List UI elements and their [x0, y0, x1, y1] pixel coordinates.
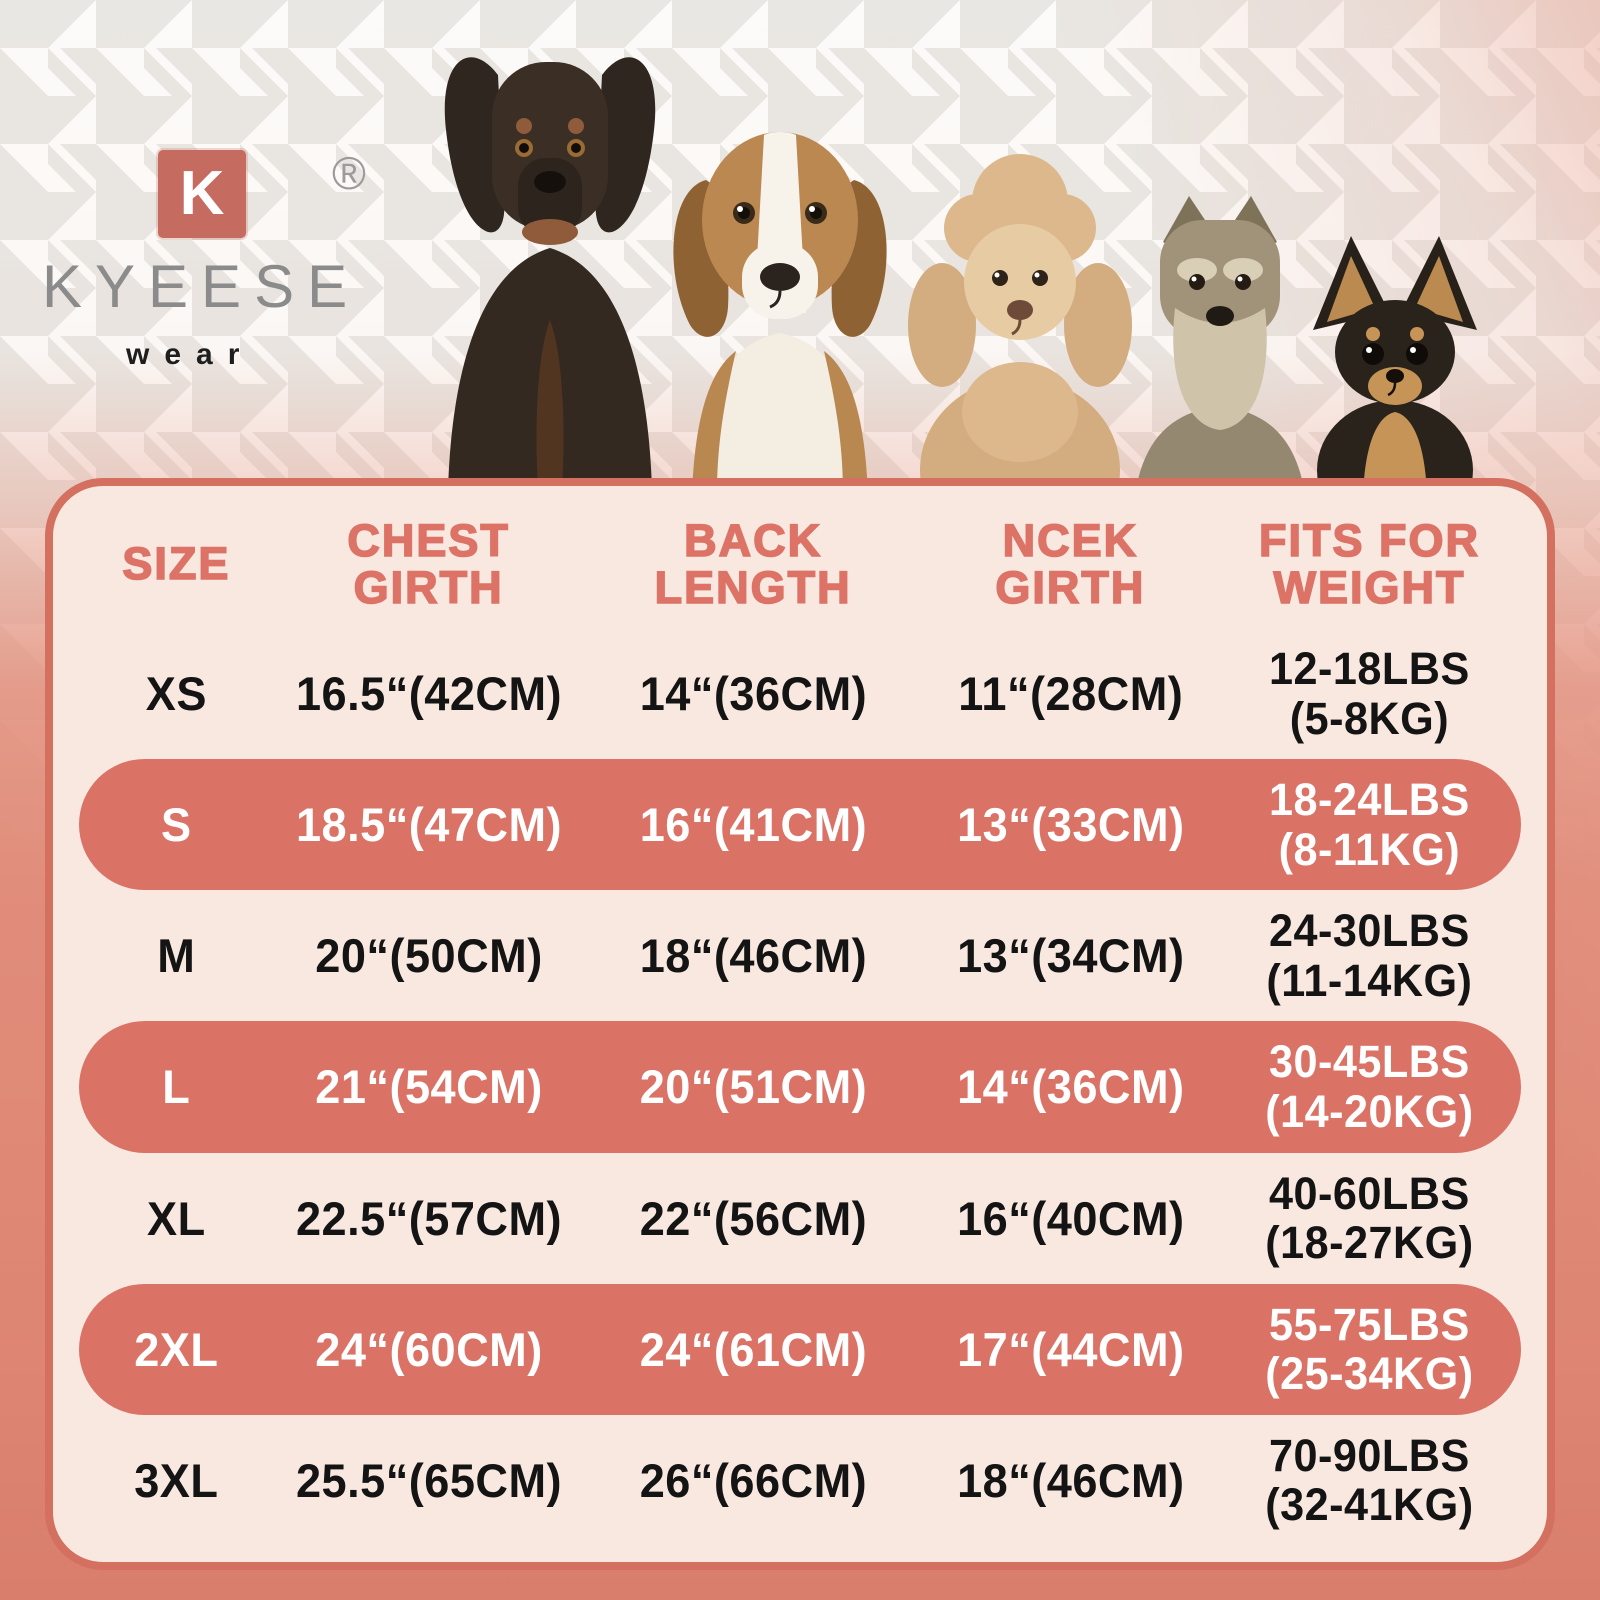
- brand-logo: K ® KYEESE wear: [40, 140, 400, 380]
- chest-girth-cell: 21“(54CM): [314, 1060, 543, 1114]
- weight-cell: 18-24LBS (8-11KG): [1269, 774, 1470, 875]
- dog-photo-schnauzer: [1135, 196, 1305, 495]
- size-table-body: XS 16.5“(42CM) 14“(36CM) 11“(28CM) 12-18LBS(…: [79, 628, 1521, 1546]
- registered-trademark-icon: ®: [332, 147, 366, 199]
- header-weight-line1: FITS FOR: [1258, 514, 1481, 566]
- back-length-cell: 26“(66CM): [639, 1453, 867, 1507]
- size-row-xl: XL 22.5“(57CM) 22“(56CM) 16“(40CM) 40-60LBS(…: [79, 1153, 1521, 1284]
- column-header-neck-girth: NCEK GIRTH: [923, 514, 1219, 613]
- neck-girth-cell: 16“(40CM): [956, 1191, 1185, 1245]
- weight-cell: 30-45LBS (14-20KG): [1265, 1036, 1474, 1137]
- chest-girth-cell: 18.5“(47CM): [295, 798, 562, 852]
- header-back-line2: LENGTH: [654, 562, 852, 613]
- size-cell: M: [157, 929, 196, 983]
- back-length-cell: 20“(51CM): [639, 1060, 867, 1114]
- header-neck-line2: GIRTH: [995, 562, 1146, 613]
- size-row-s: S 18.5“(47CM) 16“(41CM) 13“(33CM) 18-24LBS (8…: [79, 759, 1521, 891]
- neck-girth-cell: 13“(33CM): [956, 798, 1185, 852]
- column-header-weight: FITS FOR WEIGHT: [1218, 514, 1521, 613]
- dog-photo-beagle: [673, 132, 887, 495]
- size-cell: L: [162, 1060, 191, 1114]
- size-row-xs: XS 16.5“(42CM) 14“(36CM) 11“(28CM) 12-18LBS(…: [79, 628, 1521, 759]
- dog-photo-poodle: [908, 154, 1132, 495]
- size-row-2xl: 2XL 24“(60CM) 24“(61CM) 17“(44CM) 55-75LBS (2…: [79, 1283, 1521, 1415]
- dog-photo-chihuahua: [1313, 236, 1477, 495]
- size-cell: S: [161, 798, 192, 852]
- weight-cell: 24-30LBS (11-14KG): [1266, 905, 1473, 1006]
- neck-girth-cell: 17“(44CM): [956, 1322, 1185, 1376]
- logo-k-square: K: [158, 150, 246, 238]
- back-length-cell: 18“(46CM): [639, 929, 867, 983]
- logo-k-letter: K: [179, 159, 225, 228]
- chest-girth-cell: 22.5“(57CM): [295, 1191, 562, 1245]
- size-cell: XS: [145, 667, 207, 721]
- column-header-back-length: BACK LENGTH: [584, 514, 923, 613]
- neck-girth-cell: 13“(34CM): [956, 929, 1185, 983]
- header-size-line1: SIZE: [122, 538, 231, 590]
- header-back-line1: BACK: [683, 514, 823, 566]
- header-chest-line1: CHEST: [347, 514, 510, 566]
- chest-girth-cell: 24“(60CM): [314, 1322, 543, 1376]
- back-length-cell: 24“(61CM): [639, 1322, 867, 1376]
- size-cell: 3XL: [134, 1453, 219, 1507]
- chest-girth-cell: 20“(50CM): [314, 929, 543, 983]
- back-length-cell: 22“(56CM): [639, 1191, 867, 1245]
- weight-cell: 40-60LBS (18-27KG): [1265, 1167, 1474, 1269]
- back-length-cell: 14“(36CM): [639, 667, 867, 721]
- back-length-cell: 16“(41CM): [639, 798, 867, 852]
- size-table: SIZE CHEST GIRTH BACK LENGTH NCEK GIRTH FIT…: [79, 500, 1521, 1546]
- header-neck-line1: NCEK: [1002, 514, 1139, 566]
- chest-girth-cell: 25.5“(65CM): [295, 1453, 562, 1507]
- weight-cell: 70-90LBS (32-41KG): [1265, 1429, 1474, 1531]
- dog-photo-doberman: [444, 57, 656, 490]
- weight-cell: 55-75LBS (25-34KG): [1265, 1298, 1474, 1400]
- size-row-l: L 21“(54CM) 20“(51CM) 14“(36CM) 30-45LBS (14-…: [79, 1021, 1521, 1153]
- weight-cell: 12-18LBS (5-8KG): [1269, 643, 1470, 744]
- brand-name: KYEESE: [42, 253, 361, 320]
- size-cell: XL: [147, 1191, 206, 1245]
- size-row-3xl: 3XL 25.5“(65CM) 26“(66CM) 18“(46CM) 70-90LBS…: [79, 1415, 1521, 1546]
- column-header-chest-girth: CHEST GIRTH: [274, 514, 584, 613]
- neck-girth-cell: 14“(36CM): [956, 1060, 1185, 1114]
- header-chest-line2: GIRTH: [353, 562, 504, 613]
- neck-girth-cell: 18“(46CM): [956, 1453, 1185, 1507]
- chest-girth-cell: 16.5“(42CM): [295, 667, 562, 721]
- size-chart-panel: SIZE CHEST GIRTH BACK LENGTH NCEK GIRTH FIT…: [45, 478, 1555, 1570]
- size-cell: 2XL: [134, 1322, 219, 1376]
- neck-girth-cell: 11“(28CM): [957, 667, 1183, 721]
- column-header-size: SIZE: [79, 538, 274, 590]
- size-table-header-row: SIZE CHEST GIRTH BACK LENGTH NCEK GIRTH FIT…: [79, 500, 1521, 628]
- size-row-m: M 20“(50CM) 18“(46CM) 13“(34CM) 24-30LBS (11-…: [79, 890, 1521, 1021]
- header-weight-line2: WEIGHT: [1273, 562, 1466, 613]
- brand-tagline: wear: [126, 338, 255, 371]
